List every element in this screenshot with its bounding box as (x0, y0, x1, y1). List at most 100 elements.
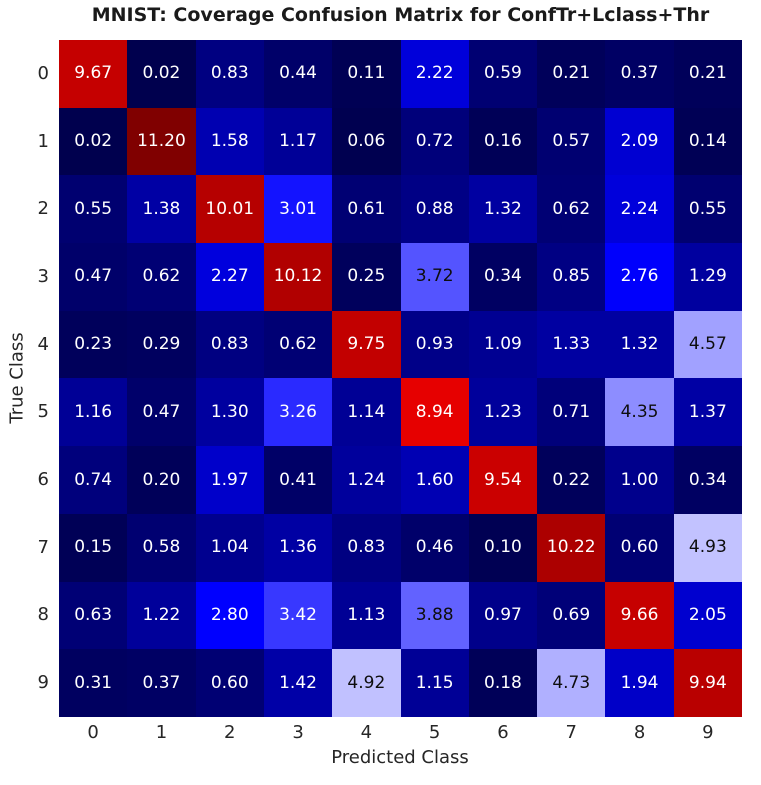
heatmap-cell: 0.69 (537, 581, 606, 650)
heatmap-cell: 0.21 (673, 40, 742, 108)
x-tick-label: 3 (292, 722, 304, 743)
heatmap-cell: 4.93 (673, 513, 742, 582)
heatmap-cell: 3.72 (400, 243, 469, 311)
heatmap-cell: 0.72 (400, 107, 469, 176)
heatmap-cell: 9.54 (468, 446, 538, 514)
heatmap-cell: 2.76 (605, 243, 674, 311)
heatmap-cell: 0.31 (59, 649, 128, 717)
heatmap-cell: 0.20 (127, 446, 196, 514)
heatmap-cell: 1.97 (195, 446, 264, 514)
heatmap-cell: 1.16 (59, 378, 128, 447)
heatmap-cell: 1.29 (673, 243, 742, 311)
heatmap-cell: 0.22 (537, 446, 606, 514)
heatmap-cell: 0.85 (537, 243, 606, 311)
y-tick-label: 6 (37, 469, 49, 491)
heatmap-cell: 1.13 (332, 581, 401, 650)
heatmap-cell: 0.62 (127, 243, 196, 311)
heatmap-cell: 0.60 (605, 513, 674, 582)
heatmap-cell: 0.18 (468, 649, 538, 717)
x-tick-label: 2 (224, 722, 236, 743)
heatmap-cell: 1.60 (400, 446, 469, 514)
heatmap-cell: 1.24 (332, 446, 401, 514)
heatmap-cell: 1.32 (468, 175, 538, 244)
heatmap-cell: 0.34 (468, 243, 538, 311)
heatmap-cell: 1.14 (332, 378, 401, 447)
heatmap-cell: 0.11 (332, 40, 401, 108)
heatmap-cell: 9.94 (673, 649, 742, 717)
y-tick-label: 9 (37, 672, 49, 694)
heatmap-cell: 10.12 (263, 243, 333, 311)
y-tick-label: 2 (37, 198, 49, 220)
x-tick-label: 5 (428, 722, 441, 743)
heatmap-cell: 0.83 (195, 310, 264, 379)
heatmap-cell: 0.41 (263, 446, 333, 514)
x-tick-label: 6 (497, 722, 509, 743)
heatmap-cell: 4.35 (605, 378, 674, 447)
heatmap-cell: 0.62 (263, 310, 333, 379)
heatmap-cell: 9.66 (605, 581, 674, 650)
heatmap-cell: 1.36 (263, 513, 333, 582)
heatmap-cell: 0.55 (673, 175, 742, 244)
heatmap-cell: 4.92 (332, 649, 401, 717)
heatmap-cell: 1.09 (468, 310, 538, 379)
heatmap-cell: 0.47 (127, 378, 196, 447)
heatmap-cell: 0.88 (400, 175, 469, 244)
heatmap-cell: 1.17 (263, 107, 333, 176)
heatmap-cell: 0.93 (400, 310, 469, 379)
heatmap-cell: 2.22 (400, 40, 469, 108)
heatmap-cell: 2.27 (195, 243, 264, 311)
heatmap-cell: 3.42 (263, 581, 333, 650)
heatmap-cell: 2.09 (605, 107, 674, 176)
heatmap-cell: 0.21 (537, 40, 606, 108)
heatmap-cell: 0.15 (59, 513, 128, 582)
heatmap-cell: 0.37 (605, 40, 674, 108)
heatmap-cell: 0.63 (59, 581, 128, 650)
heatmap-cell: 3.01 (263, 175, 333, 244)
heatmap-cell: 1.94 (605, 649, 674, 717)
y-tick-label: 4 (37, 333, 49, 355)
heatmap-cell: 0.23 (59, 310, 128, 379)
heatmap-cell: 1.15 (400, 649, 469, 717)
heatmap-cell: 10.22 (537, 513, 606, 582)
heatmap-cell: 0.83 (195, 40, 264, 108)
heatmap-cell: 0.34 (673, 446, 742, 514)
y-tick-label: 5 (37, 401, 49, 423)
heatmap-cell: 2.05 (673, 581, 742, 650)
y-tick-label: 7 (37, 536, 49, 558)
heatmap-cell: 3.88 (400, 581, 469, 650)
y-axis-label: True Class (6, 332, 28, 424)
heatmap-cell: 0.14 (673, 107, 742, 176)
y-tick-label: 1 (37, 130, 49, 152)
x-tick-label: 4 (360, 722, 373, 743)
x-tick-label: 1 (155, 722, 168, 743)
heatmap-cell: 0.59 (468, 40, 538, 108)
heatmap-cell: 1.37 (673, 378, 742, 447)
heatmap-cell: 10.01 (195, 175, 264, 244)
heatmap-cell: 0.71 (537, 378, 606, 447)
heatmap-cell: 0.37 (127, 649, 196, 717)
heatmap-cell: 1.00 (605, 446, 674, 514)
heatmap-cell: 4.57 (673, 310, 742, 379)
heatmap-cell: 0.61 (332, 175, 401, 244)
heatmap-cell: 1.22 (127, 581, 196, 650)
chart-title: MNIST: Coverage Confusion Matrix for Con… (91, 4, 710, 26)
heatmap-cell: 0.29 (127, 310, 196, 379)
heatmap-cell: 0.74 (59, 446, 128, 514)
heatmap-cell: 1.38 (127, 175, 196, 244)
heatmap-cell: 1.23 (468, 378, 538, 447)
heatmap-cell: 2.24 (605, 175, 674, 244)
heatmap-cell: 1.33 (537, 310, 606, 379)
heatmap-cell: 11.20 (127, 107, 196, 176)
x-axis-label: Predicted Class (331, 747, 469, 768)
heatmap-cell: 0.25 (332, 243, 401, 311)
heatmap-cell: 0.58 (127, 513, 196, 582)
heatmap-cell: 8.94 (400, 378, 469, 447)
y-tick-label: 3 (37, 265, 49, 287)
x-tick-label: 8 (633, 722, 646, 743)
heatmap-cell: 0.10 (468, 513, 538, 582)
heatmap-cell: 1.58 (195, 107, 264, 176)
heatmap-cell: 0.62 (537, 175, 606, 244)
heatmap-cell: 1.04 (195, 513, 264, 582)
heatmap-cell: 1.30 (195, 378, 264, 447)
